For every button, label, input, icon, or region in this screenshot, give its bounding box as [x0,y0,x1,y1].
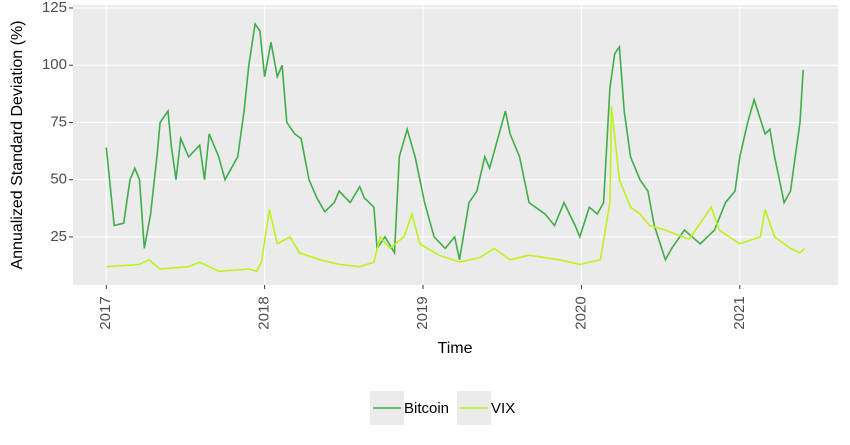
x-tick-label: 2021 [731,296,748,329]
series-line [106,106,806,273]
y-tick-label: 25 [50,228,67,245]
legend-label: Bitcoin [404,400,449,417]
y-tick-label: 125 [42,0,67,16]
y-tick-label: 75 [50,113,67,130]
x-tick-label: 2018 [256,296,273,329]
x-tick-label: 2019 [414,296,431,329]
x-axis-title: Time [438,340,473,357]
series-line [105,21,804,262]
y-tick-label: 100 [42,56,67,73]
y-tick-label: 50 [50,171,67,188]
y-axis-title: Annualized Standard Deviation (%) [9,20,26,269]
x-tick-label: 2017 [97,296,114,329]
legend-label: VIX [491,400,515,417]
x-tick-label: 2020 [572,296,589,329]
